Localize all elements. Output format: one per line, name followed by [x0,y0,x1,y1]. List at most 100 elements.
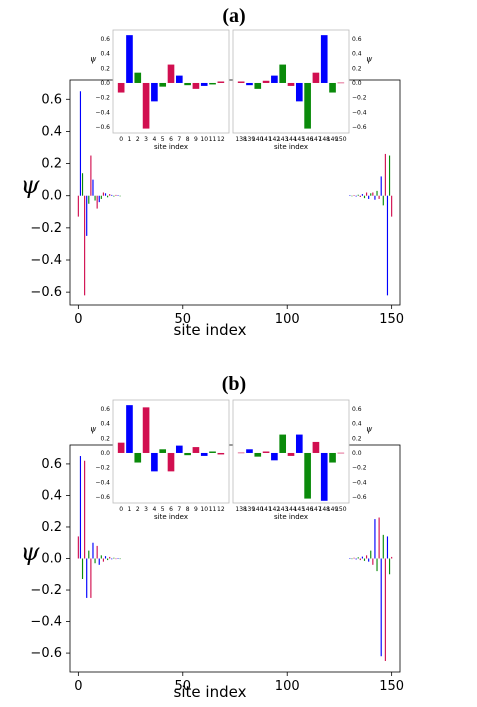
inset-x-tick-label: 0 [119,506,123,513]
bar [115,194,117,196]
bar [366,555,368,559]
inset-bar [337,452,345,454]
panel-b: (b)0.60.40.20.0−0.2−0.4−0.60 50 100 150site… [21,373,404,701]
inset-x-tick-label: 144 [285,136,297,143]
inset-y-tick-label: 0.6 [352,36,362,43]
inset-x-tick-label: 141 [260,506,272,513]
inset-x-tick-label: 150 [335,506,347,513]
bar [374,195,376,200]
inset-bar [151,82,158,102]
bar [81,173,84,196]
inset-bar [279,434,287,453]
inset-x-tick-label: 7 [177,506,181,513]
bar [107,558,109,561]
inset-y-tick-label: −0.4 [95,479,110,486]
inset-bar [254,82,262,89]
bar [359,558,361,561]
inset-bar [279,64,287,83]
inset-bar [142,407,150,453]
x-axis-label: site index [174,321,247,339]
inset-x-tick-label: 3 [144,136,148,143]
inset-x-tick-label: 143 [277,506,289,513]
bar [113,557,115,559]
inset-y-tick-label: 0.0 [100,80,110,87]
inset-bar [237,81,245,83]
bar [351,195,353,197]
bar [111,558,113,560]
inset-y-axis-label: ψ [366,425,373,434]
bar [100,195,102,199]
bar [380,558,382,657]
y-tick-label: 0.2 [41,157,62,172]
inset-x-tick-label: 144 [285,506,297,513]
x-tick-label: 50 [175,312,192,327]
bar [117,195,119,196]
y-tick-label: 0.4 [41,124,62,139]
x-tick-label: 100 [275,679,300,694]
inset-bar [246,449,253,453]
inset-x-tick-label: 138 [235,136,247,143]
bar [372,558,374,565]
inset-y-tick-label: 0.0 [352,80,362,87]
bar [384,558,386,661]
bar [79,91,82,196]
bar [100,555,102,559]
inset-y-tick-label: 0.6 [100,36,110,43]
y-tick-label: −0.6 [30,285,62,300]
inset-x-tick-label: 149 [327,506,339,513]
bar [107,195,109,198]
inset-bar [329,82,336,93]
inset-x-tick-label: 10 [200,136,208,143]
bar [96,195,98,209]
bar [366,192,368,196]
inset-x-tick-label: 10 [200,506,208,513]
inset-bar [209,82,216,85]
inset-y-tick-label: −0.2 [352,95,367,102]
inset-x-axis-label: site index [154,143,188,151]
inset-x-axis-label: site index [154,513,188,521]
inset-bar [246,82,253,86]
y-tick-label: 0.0 [41,552,62,567]
bar [361,194,363,196]
inset-x-tick-label: 149 [327,136,339,143]
bar [109,556,111,559]
bar [96,545,98,559]
inset-y-axis-label: ψ [90,425,97,434]
bar [386,536,389,559]
y-tick-label: −0.4 [30,253,62,268]
inset-x-tick-label: 7 [177,136,181,143]
bar [88,195,90,204]
inset-x-tick-label: 150 [335,136,347,143]
inset-bar [304,82,311,129]
bar [378,517,380,559]
inset-x-tick-label: 145 [294,136,306,143]
inset-bar [312,441,320,453]
bar [94,558,96,564]
inset-x-axis-label: site index [274,143,308,151]
inset-x-tick-label: 9 [194,136,198,143]
bar [113,195,115,197]
inset-x-tick-label: 9 [194,506,198,513]
bar [368,558,370,562]
bar [359,195,361,197]
inset-y-tick-label: 0.6 [100,406,110,413]
inset-bar [167,452,175,472]
x-tick-label: 0 [74,679,82,694]
inset-x-tick-label: 140 [252,506,264,513]
inset-bar [184,82,191,86]
y-tick-label: 0.0 [41,189,62,204]
inset-x-tick-label: 8 [186,136,190,143]
y-tick-label: −0.6 [30,646,62,661]
inset-frame [232,29,350,134]
inset-bar [134,72,142,83]
inset-y-tick-label: 0.0 [100,450,110,457]
inset-bar [320,35,328,83]
inset-y-tick-label: 0.2 [100,435,110,442]
bar [84,460,86,559]
inset-bar [134,452,142,463]
inset-bar [287,82,295,86]
inset-bar [159,449,167,453]
x-tick-label: 150 [379,312,404,327]
bar [115,558,117,560]
inset-x-tick-label: 140 [252,136,264,143]
